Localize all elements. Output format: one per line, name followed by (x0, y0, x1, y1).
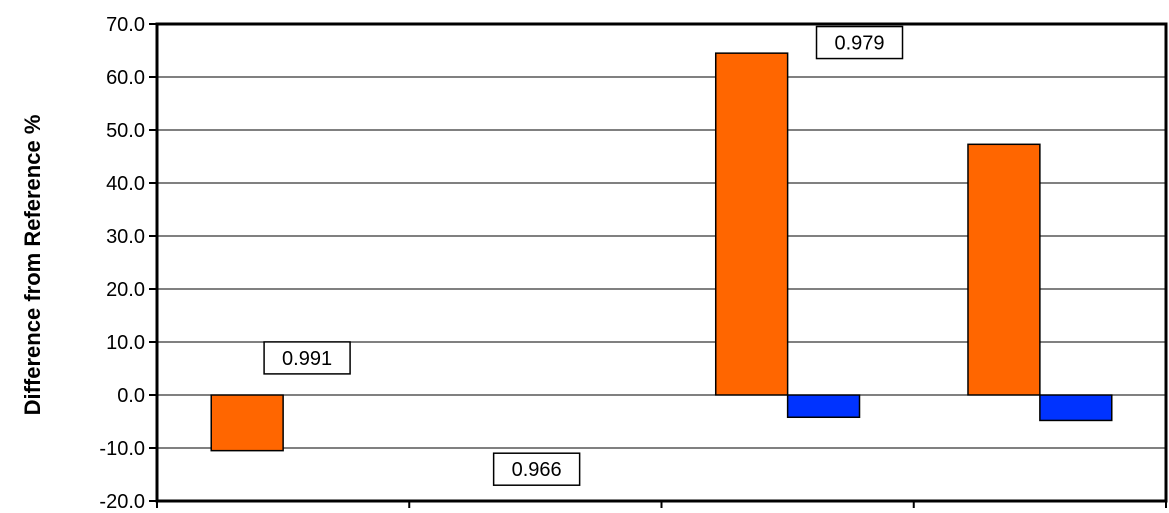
bar (210, 394, 284, 452)
y-axis-title: Difference from Reference % (20, 115, 45, 416)
label-layer: 0.991 0.966 0.979 (263, 25, 904, 486)
data-label-box (492, 452, 581, 486)
data-label-box (263, 341, 351, 375)
y-tick-label: 70.0 (106, 14, 145, 36)
data-label-box (815, 25, 904, 60)
y-tick-label: -10.0 (99, 438, 145, 460)
bar (714, 52, 789, 396)
y-tick-label: 40.0 (106, 173, 145, 195)
bar-layer (210, 52, 1113, 452)
y-tick-label: 0.0 (117, 385, 145, 407)
bar (786, 394, 861, 419)
data-label: 0.966 (512, 459, 562, 481)
y-tick-label: 50.0 (106, 120, 145, 142)
y-tick-label: 20.0 (106, 279, 145, 301)
data-label: 0.991 (282, 348, 332, 370)
bar (967, 143, 1041, 396)
y-tick-label: 30.0 (106, 226, 145, 248)
y-tick-label: -20.0 (99, 491, 145, 508)
bar (1039, 394, 1113, 422)
y-tick-label: 60.0 (106, 67, 145, 89)
y-tick-label: 10.0 (106, 332, 145, 354)
data-label: 0.979 (834, 33, 884, 55)
